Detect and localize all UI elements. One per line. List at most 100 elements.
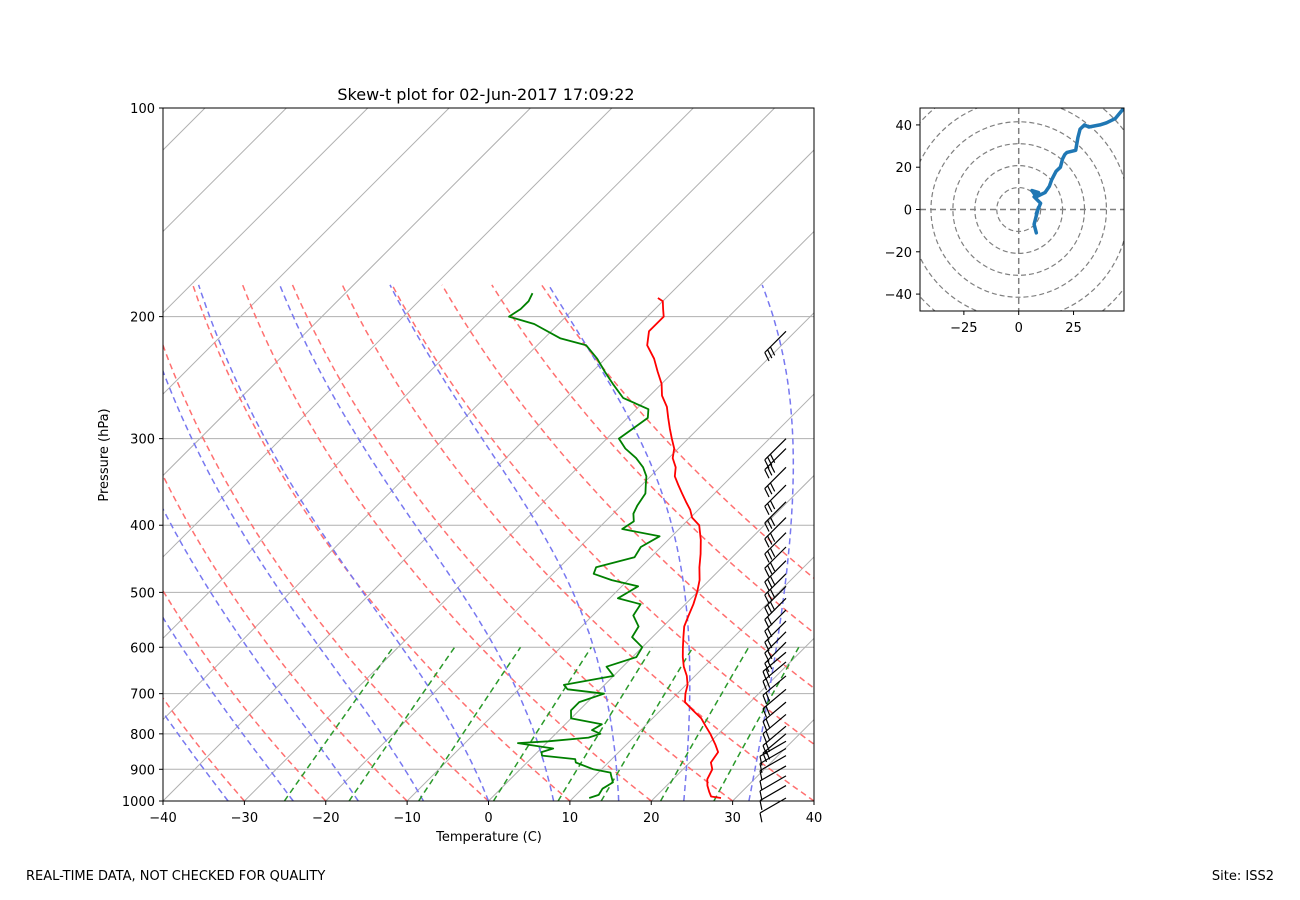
hodograph-rings <box>920 108 1124 311</box>
hodo-x-tick-label: 25 <box>1065 321 1082 336</box>
hodo-y-tick-label: 40 <box>895 119 912 134</box>
barb-flag <box>764 630 770 640</box>
barb-staff <box>764 560 787 583</box>
barb-staff <box>759 748 787 765</box>
barb-flag <box>764 488 770 498</box>
mixing-ratio-line <box>348 646 456 801</box>
isotherm-60 <box>962 76 1300 815</box>
dewpoint-profile <box>508 292 661 799</box>
barb-flag <box>767 649 773 659</box>
barb-flag <box>769 601 776 611</box>
dry-adiabat <box>163 343 489 801</box>
dry-adiabat <box>241 284 652 801</box>
hodo-y-tick-label: 20 <box>895 161 912 176</box>
barb-flag <box>764 594 770 604</box>
barb-staff <box>759 785 787 802</box>
barb-staff <box>762 675 787 696</box>
barb-flag <box>767 591 773 601</box>
temperature-profile <box>646 297 722 799</box>
barb-staff <box>764 438 787 461</box>
mixing-ratio-line <box>557 646 653 801</box>
barb-staff <box>759 775 787 792</box>
y-tick-label: 200 <box>130 311 155 326</box>
barb-flag <box>769 482 776 492</box>
wind-barb <box>759 785 787 810</box>
y-axis-label: Pressure (hPa) <box>97 408 112 501</box>
isotherm--10 <box>406 393 814 801</box>
barb-flag <box>764 663 770 673</box>
isotherm--120 <box>163 108 206 151</box>
wind-barb <box>764 532 787 563</box>
barb-staff <box>764 620 787 643</box>
x-tick-label: −10 <box>393 811 420 826</box>
dry-adiabat <box>291 284 734 801</box>
barb-flag <box>762 745 768 755</box>
y-tick-label: 1000 <box>122 795 155 810</box>
barb-flag <box>762 752 768 763</box>
skewt-plot: −40 −30 −20 −10 0 10 20 30 401000900800700600500… <box>97 76 1300 845</box>
x-tick-label: 10 <box>562 811 579 826</box>
barb-flag <box>764 352 770 362</box>
y-tick-label: 700 <box>130 688 155 703</box>
barb-flag <box>764 553 770 563</box>
barb-flag <box>764 619 770 629</box>
hodo-y-tick-label: −20 <box>885 246 912 261</box>
barb-staff <box>764 597 787 620</box>
hodograph-axes: −25 0 25 −40 −20 0 20 40 <box>885 119 1082 336</box>
isotherm--40 <box>163 149 814 801</box>
barb-flag <box>769 500 776 510</box>
isotherm-10 <box>569 556 814 801</box>
barb-staff <box>759 740 787 757</box>
barb-staff <box>759 797 787 814</box>
barb-flag <box>762 721 768 731</box>
barb-staff <box>762 733 787 754</box>
barb-flag <box>759 770 763 781</box>
moist-adiabat <box>163 799 164 801</box>
quality-disclaimer: REAL-TIME DATA, NOT CHECKED FOR QUALITY <box>26 869 326 884</box>
barb-staff <box>764 466 787 489</box>
mixing-ratio-line <box>418 646 522 801</box>
barb-flag <box>769 453 776 463</box>
y-tick-label: 900 <box>130 763 155 778</box>
barb-flag <box>767 639 773 649</box>
y-tick-label: 300 <box>130 433 155 448</box>
barb-flag <box>759 812 763 823</box>
barb-flag <box>765 692 771 702</box>
barb-flag <box>769 346 776 356</box>
x-tick-label: 40 <box>806 811 823 826</box>
mixing-ratio-line <box>713 646 800 801</box>
barb-staff <box>764 585 787 608</box>
barb-flag <box>759 800 763 810</box>
moist-adiabat <box>163 616 294 801</box>
barb-flag <box>762 733 768 743</box>
dry-adiabat <box>163 589 327 801</box>
dry-adiabat <box>163 696 245 801</box>
barb-flag <box>767 503 773 513</box>
barb-flag <box>767 660 773 670</box>
isotherm-0 <box>487 474 814 801</box>
barb-staff <box>764 532 787 555</box>
wind-barb <box>764 585 787 617</box>
barb-flag <box>759 763 763 773</box>
wind-barb <box>764 448 787 479</box>
barb-flag <box>762 708 768 718</box>
wind-barb <box>764 484 787 516</box>
chart-title: Skew-t plot for 02-Jun-2017 17:09:22 <box>337 85 634 104</box>
isotherm--30 <box>243 230 814 801</box>
profile-lines <box>508 292 722 799</box>
hodograph: −25 0 25 −40 −20 0 20 40 <box>885 107 1125 336</box>
y-tick-label: 500 <box>130 586 155 601</box>
barb-flag <box>767 565 773 575</box>
barb-flag <box>765 668 771 678</box>
y-tick-label: 100 <box>130 102 155 117</box>
isotherm-30 <box>731 718 814 801</box>
barb-flag <box>767 349 773 359</box>
wind-barb <box>764 466 787 498</box>
barb-flag <box>769 547 776 557</box>
dry-adiabat <box>441 284 814 690</box>
barb-flag <box>762 681 768 691</box>
barb-staff <box>762 713 787 735</box>
isotherm--50 <box>163 108 776 721</box>
isotherm--100 <box>163 108 369 314</box>
